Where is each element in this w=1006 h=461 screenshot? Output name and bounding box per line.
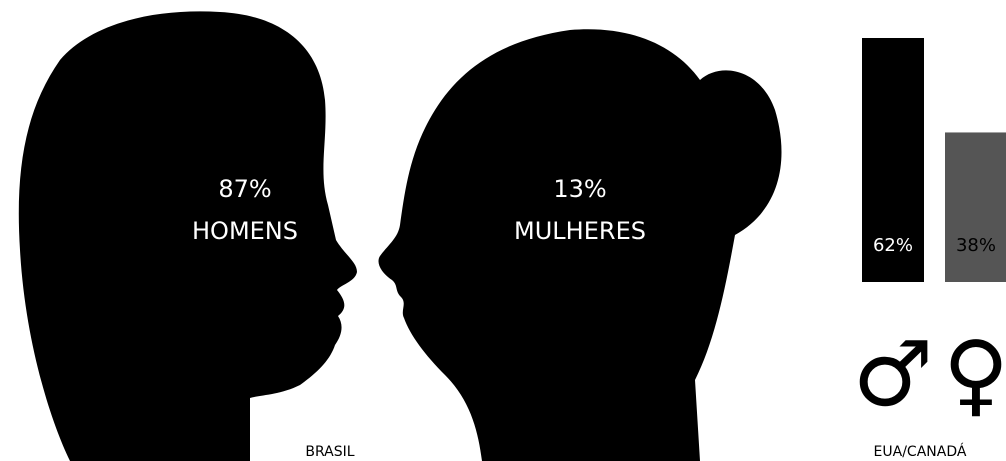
female-label: MULHERES (514, 217, 646, 245)
category-symbol: ♀ (943, 322, 1006, 427)
bar (862, 38, 924, 282)
male-label: HOMENS (192, 217, 298, 245)
category-symbol: ♂ (853, 322, 934, 427)
female-silhouette (378, 29, 782, 461)
male-silhouette (18, 11, 358, 461)
bar (945, 132, 1006, 282)
male-percent: 87% (218, 175, 271, 203)
female-percent: 13% (553, 175, 606, 203)
bar-value-label: 62% (873, 235, 913, 256)
chart-caption: EUA/CANADÁ (874, 443, 967, 460)
brasil-caption: BRASIL (305, 444, 354, 460)
bar-value-label: 38% (956, 235, 996, 256)
